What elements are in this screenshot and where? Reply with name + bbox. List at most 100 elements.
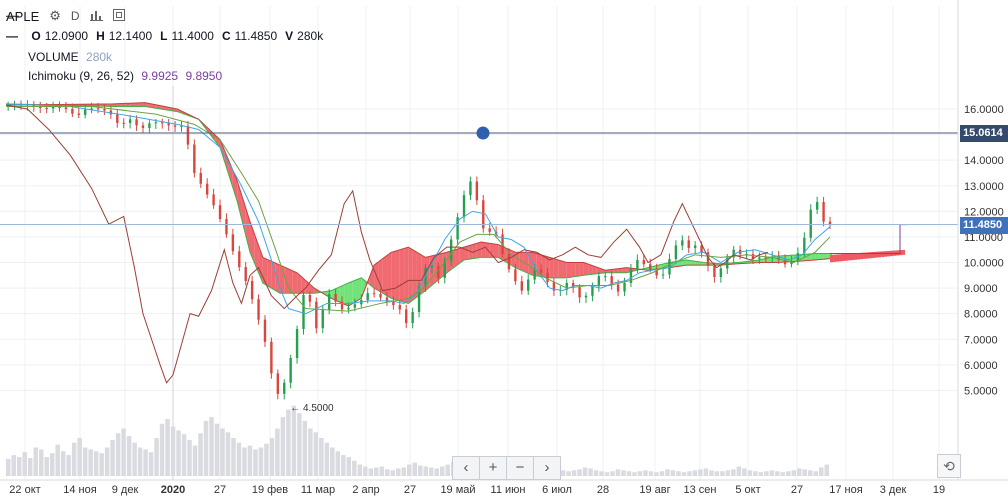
ichimoku-cloud-segment [404,247,409,304]
volume-bar [225,432,231,476]
candle-body [649,264,652,270]
volume-bar [71,442,77,476]
candle-body [539,269,543,273]
candle-body [231,234,235,252]
volume-bar [110,439,115,476]
volume-bar [758,472,764,476]
ichimoku-cloud-projection [839,254,842,262]
volume-bar [764,471,769,476]
ichimoku-cloud-segment [622,267,627,273]
ichimoku-cloud-projection [896,250,899,256]
candle-body [674,245,678,260]
time-axis-tick-label: 3 дек [880,484,907,496]
compare-icon[interactable] [112,8,125,24]
symbol-name[interactable]: APLE [6,8,40,24]
ichimoku-cloud-segment [588,264,593,275]
scroll-left-button[interactable]: ‹ [452,456,480,480]
candle-body [83,109,87,115]
bar-chart-icon[interactable] [89,9,103,24]
zoom-out-button[interactable]: − [506,456,534,480]
candle-body [64,107,68,110]
candle-body [790,261,793,265]
horizontal-line-handle[interactable] [476,126,490,140]
candle-body [462,195,466,218]
candle-body [726,257,729,269]
ichimoku-cloud-segment [344,282,349,306]
ohlc-values: O 12.0900 H 12.1400 L 11.4000 C 11.4850 V 280k [31,29,331,43]
ichimoku-cloud-segment [528,252,533,276]
ichimoku-cloud-segment [275,263,280,294]
chart-navigation: ‹ + − › [452,456,561,480]
candle-body [302,294,305,330]
volume-bar [159,423,165,476]
volume-bar [742,468,747,476]
volume-bar [346,457,352,476]
ichimoku-cloud-projection [872,251,875,258]
volume-bar [60,451,66,476]
ichimoku-cloud-segment [600,268,606,274]
scroll-right-button[interactable]: › [533,456,561,480]
volume-bar [6,458,11,476]
candle-body [186,125,190,145]
ichimoku-cloud-projection [836,254,839,262]
volume-bar [648,471,654,476]
projection-line [830,224,907,255]
volume-bar [82,447,88,476]
volume-bar [659,471,665,476]
ichimoku-cloud-segment [117,103,122,107]
volume-bar [428,467,434,476]
ichimoku-cloud-segment [815,253,820,260]
ohlc-value-h: 12.1400 [108,29,153,43]
price-axis-tick-label: 12.0000 [964,206,1004,218]
candle-body [578,287,581,298]
ichimoku-cloud-projection [830,254,833,263]
candle-body [392,301,395,306]
volume-bar [99,453,104,476]
ichimoku-cloud-segment [237,180,242,219]
ichimoku-cloud-segment [571,262,576,278]
volume-bar [632,472,637,476]
volume-bar [93,451,99,476]
volume-bar [615,469,621,476]
zoom-in-button[interactable]: + [479,456,507,480]
volume-bar [681,472,687,476]
price-axis-tick-label: 13.0000 [964,181,1004,193]
candle-body [636,259,639,270]
ichimoku-cloud-segment [138,102,143,107]
gear-icon[interactable]: ⚙ [49,8,61,23]
volume-bar [176,430,181,476]
candle-body [584,295,588,298]
ichimoku-cloud-projection [848,253,851,261]
volume-bar [698,469,703,476]
volume-bar [324,442,330,476]
volume-legend[interactable]: VOLUME 280k [28,50,112,64]
volume-bar [439,466,445,476]
reset-chart-button[interactable]: ⟲ [937,454,961,478]
candle-body [796,253,800,262]
time-axis-tick-label: 19 фев [252,484,288,496]
volume-bar [335,451,341,476]
ichimoku-cloud-segment [819,253,824,260]
ichimoku-cloud-segment [609,269,614,273]
tenkan-sen-line [5,103,831,315]
volume-bar [115,433,121,476]
ichimoku-value-1: 9.9925 [141,69,179,83]
candle-body [764,257,767,259]
volume-bar [275,428,280,476]
collapse-icon[interactable]: — [6,29,18,43]
volume-bar [418,465,423,476]
ichimoku-legend[interactable]: Ichimoku (9, 26, 52) 9.9925 9.8950 [28,69,222,83]
candle-body [482,200,485,229]
price-axis-tick-label: 6.0000 [964,360,998,372]
interval-label[interactable]: D [70,9,80,23]
candle-body [51,106,55,109]
candle-body [520,281,524,291]
candle-body [597,276,601,287]
ichimoku-cloud-segment [271,261,276,291]
volume-bar [363,466,368,476]
time-axis-tick-label: 11 мар [301,484,335,496]
minus-icon[interactable]: — [6,8,19,23]
volume-bar [77,438,82,476]
candle-body [32,105,36,107]
